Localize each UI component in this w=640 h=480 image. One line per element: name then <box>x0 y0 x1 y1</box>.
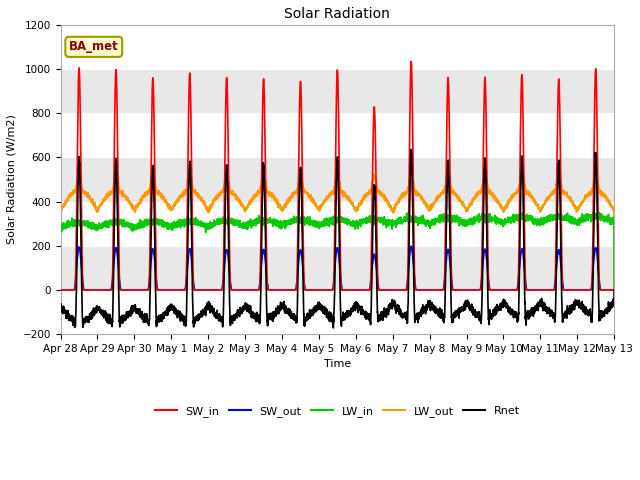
LW_in <box>611 287 618 293</box>
SW_out <box>611 287 618 293</box>
Y-axis label: Solar Radiation (W/m2): Solar Radiation (W/m2) <box>7 115 17 244</box>
Text: BA_met: BA_met <box>69 40 118 53</box>
LW_out <box>431 199 438 205</box>
LW_out <box>156 193 164 199</box>
X-axis label: Time: Time <box>324 360 351 370</box>
SW_out <box>431 287 438 293</box>
SW_out <box>610 287 618 293</box>
LW_in <box>493 217 500 223</box>
Rnet <box>317 303 324 309</box>
SW_out <box>407 243 415 249</box>
Line: Rnet: Rnet <box>61 149 614 328</box>
LW_out <box>57 207 65 213</box>
LW_in <box>156 222 164 228</box>
SW_out <box>317 287 324 293</box>
Rnet <box>610 301 618 307</box>
SW_in <box>431 287 438 293</box>
SW_out <box>156 287 164 293</box>
SW_out <box>57 287 65 293</box>
Title: Solar Radiation: Solar Radiation <box>284 7 390 21</box>
LW_in <box>57 224 65 230</box>
Rnet <box>611 287 618 293</box>
LW_out <box>461 205 469 211</box>
LW_out <box>493 198 500 204</box>
Bar <box>61 113 614 157</box>
SW_in <box>156 287 164 293</box>
LW_out <box>334 168 342 174</box>
Rnet <box>407 146 415 152</box>
Rnet <box>156 316 164 322</box>
Bar <box>61 25 614 69</box>
Bar <box>61 202 614 246</box>
SW_out <box>461 287 469 293</box>
LW_out <box>317 204 324 209</box>
Rnet <box>330 325 337 331</box>
SW_out <box>493 287 500 293</box>
Rnet <box>57 305 65 311</box>
Legend: SW_in, SW_out, LW_in, LW_out, Rnet: SW_in, SW_out, LW_in, LW_out, Rnet <box>150 402 525 421</box>
SW_in <box>493 287 500 293</box>
LW_in <box>317 220 324 226</box>
Line: SW_in: SW_in <box>61 61 614 290</box>
LW_in <box>589 209 597 215</box>
LW_in <box>461 224 469 229</box>
Rnet <box>431 308 439 314</box>
Rnet <box>461 298 469 303</box>
SW_in <box>610 287 618 293</box>
Bar <box>61 290 614 334</box>
LW_out <box>610 206 618 212</box>
LW_in <box>610 215 618 221</box>
SW_in <box>461 287 469 293</box>
Line: LW_in: LW_in <box>61 212 614 290</box>
Line: LW_out: LW_out <box>61 171 614 290</box>
SW_in <box>57 287 65 293</box>
LW_out <box>611 287 618 293</box>
SW_in <box>407 59 415 64</box>
SW_in <box>611 287 618 293</box>
LW_in <box>431 222 438 228</box>
SW_in <box>317 287 324 293</box>
Line: SW_out: SW_out <box>61 246 614 290</box>
Rnet <box>493 305 501 311</box>
